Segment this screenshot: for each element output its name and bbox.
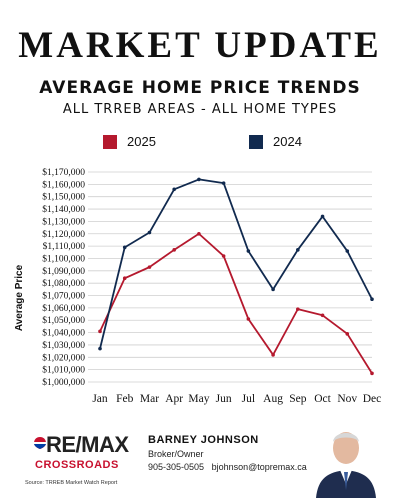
x-tick-label: Jan xyxy=(92,393,108,405)
series-line-2025 xyxy=(99,232,373,374)
data-point-2025 xyxy=(271,353,275,357)
data-point-2025 xyxy=(197,231,201,236)
x-tick-label: Apr xyxy=(165,393,183,405)
y-tick-label: $1,060,000 xyxy=(42,303,85,314)
data-point-2024 xyxy=(246,249,251,253)
data-point-2025 xyxy=(147,265,152,269)
data-point-2024 xyxy=(172,187,176,192)
y-tick-label: $1,150,000 xyxy=(42,192,85,203)
data-point-2024 xyxy=(370,297,374,302)
agent-contact: 905-305-0505 bjohnson@topremax.ca xyxy=(148,462,307,472)
balloon-icon xyxy=(34,437,46,449)
data-point-2024 xyxy=(221,181,226,185)
y-tick-label: $1,030,000 xyxy=(42,340,85,351)
data-point-2025 xyxy=(370,371,374,376)
legend-swatch-2025 xyxy=(103,134,117,149)
legend-swatch-2024 xyxy=(249,134,263,149)
y-axis-label: Average Price xyxy=(14,264,25,331)
y-tick-label: $1,120,000 xyxy=(42,229,85,240)
y-axis-ticks: $1,000,000$1,010,000 $1,020,000$1,030,000… xyxy=(42,167,85,388)
x-tick-label: Aug xyxy=(263,393,283,405)
series-group xyxy=(98,177,374,376)
data-point-2024 xyxy=(345,249,350,253)
legend-label-2025: 2025 xyxy=(127,134,156,149)
data-point-2025 xyxy=(246,317,251,321)
agent-name: BARNEY JOHNSON xyxy=(148,434,259,446)
x-tick-label: May xyxy=(188,393,209,405)
y-tick-label: $1,110,000 xyxy=(43,241,86,252)
agent-title: Broker/Owner xyxy=(148,449,204,459)
data-point-2024 xyxy=(197,177,201,182)
x-tick-label: Oct xyxy=(314,393,331,405)
y-tick-label: $1,130,000 xyxy=(42,216,85,227)
y-tick-label: $1,090,000 xyxy=(42,266,85,277)
y-tick-label: $1,140,000 xyxy=(42,204,85,215)
agent-email: bjohnson@topremax.ca xyxy=(211,462,307,472)
y-tick-label: $1,020,000 xyxy=(42,352,85,363)
chart-title: AVERAGE HOME PRICE TRENDS xyxy=(39,78,361,98)
x-tick-label: Jun xyxy=(216,393,232,405)
data-point-2024 xyxy=(147,230,152,235)
x-tick-label: Sep xyxy=(289,393,307,405)
data-point-2024 xyxy=(122,245,127,250)
y-tick-label: $1,040,000 xyxy=(42,328,85,339)
x-axis-ticks: Jan Feb Mar Apr May Jun Jul Aug Sep Oct Nov Dec xyxy=(92,393,381,405)
logo-subbrand: CROSSROADS xyxy=(35,459,119,471)
y-tick-label: $1,050,000 xyxy=(42,315,85,326)
x-tick-label: Dec xyxy=(363,393,382,405)
remax-logo: RE/MAX CROSSROADS xyxy=(30,430,130,482)
y-tick-label: $1,160,000 xyxy=(42,179,85,190)
y-tick-label: $1,000,000 xyxy=(42,377,85,388)
data-point-2025 xyxy=(221,254,226,258)
y-tick-label: $1,080,000 xyxy=(42,278,85,289)
y-tick-label: $1,010,000 xyxy=(42,365,85,376)
y-tick-label: $1,170,000 xyxy=(42,167,85,178)
data-point-2024 xyxy=(296,248,300,252)
data-point-2024 xyxy=(271,287,275,292)
line-chart: $1,000,000$1,010,000 $1,020,000$1,030,000… xyxy=(14,167,381,405)
grid-lines xyxy=(88,171,372,383)
data-point-2025 xyxy=(320,313,325,318)
x-tick-label: Mar xyxy=(140,393,159,405)
data-point-2025 xyxy=(172,248,176,252)
source-note: Source: TRREB Market Watch Report xyxy=(25,480,118,486)
x-tick-label: Nov xyxy=(337,393,357,405)
chart-subtitle: ALL TRREB AREAS - ALL HOME TYPES xyxy=(62,102,338,117)
page-title: MARKET UPDATE xyxy=(18,25,382,66)
logo-wordmark: RE/MAX xyxy=(46,432,129,457)
footer: RE/MAX CROSSROADS Source: TRREB Market W… xyxy=(0,412,400,500)
data-point-2024 xyxy=(320,214,325,219)
y-tick-label: $1,100,000 xyxy=(42,253,85,264)
x-tick-label: Feb xyxy=(116,393,134,405)
data-point-2025 xyxy=(345,332,350,336)
legend-item-2024: 2024 xyxy=(249,134,302,149)
data-point-2025 xyxy=(122,276,127,281)
series-line-2024 xyxy=(99,178,373,349)
data-point-2024 xyxy=(98,346,102,351)
agent-phone: 905-305-0505 xyxy=(148,462,205,472)
legend-label-2024: 2024 xyxy=(273,134,302,149)
agent-photo xyxy=(314,418,378,498)
legend-item-2025: 2025 xyxy=(103,134,156,149)
agent-info: BARNEY JOHNSON Broker/Owner 905-305-0505… xyxy=(148,434,307,472)
data-point-2025 xyxy=(296,307,300,311)
data-point-2025 xyxy=(98,329,102,334)
x-tick-label: Jul xyxy=(242,393,255,405)
y-tick-label: $1,070,000 xyxy=(42,291,85,302)
